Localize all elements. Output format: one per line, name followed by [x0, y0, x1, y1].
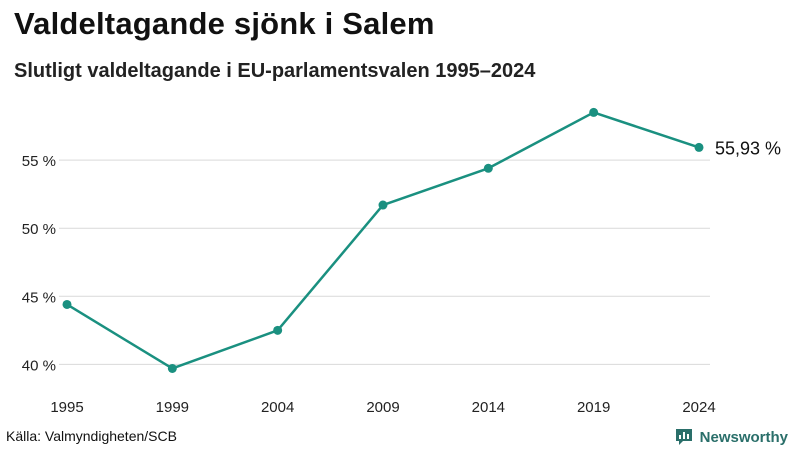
data-point-2009 — [378, 200, 388, 210]
series-line-0 — [65, 111, 701, 370]
data-point-2024 — [694, 142, 704, 152]
y-tick-label-50: 50 % — [22, 221, 56, 238]
y-tick-label-45: 45 % — [22, 289, 56, 306]
x-tick-label-2009: 2009 — [366, 399, 399, 416]
x-tick-label-2004: 2004 — [261, 399, 294, 416]
x-tick-label-2014: 2014 — [472, 399, 505, 416]
data-point-2014 — [483, 163, 493, 173]
x-tick-label-1995: 1995 — [50, 399, 83, 416]
newsworthy-logo-icon — [675, 429, 692, 445]
data-point-2019 — [589, 107, 599, 117]
data-point-1999 — [167, 363, 177, 373]
brand-logo: Newsworthy — [674, 427, 788, 447]
brand-name: Newsworthy — [699, 428, 788, 446]
y-tick-label-40: 40 % — [22, 357, 56, 374]
chart-subtitle: Slutligt valdeltagande i EU-parlamentsva… — [14, 60, 536, 82]
source-note: Källa: Valmyndigheten/SCB — [6, 428, 177, 444]
end-value-label: 55,93 % — [715, 138, 781, 158]
x-tick-label-1999: 1999 — [156, 399, 189, 416]
y-tick-label-55: 55 % — [22, 153, 56, 170]
x-tick-label-2019: 2019 — [577, 399, 610, 416]
x-tick-label-2024: 2024 — [682, 399, 715, 416]
data-point-1995 — [62, 299, 72, 309]
chart-title: Valdeltagande sjönk i Salem — [14, 6, 435, 41]
data-point-2004 — [273, 325, 283, 335]
